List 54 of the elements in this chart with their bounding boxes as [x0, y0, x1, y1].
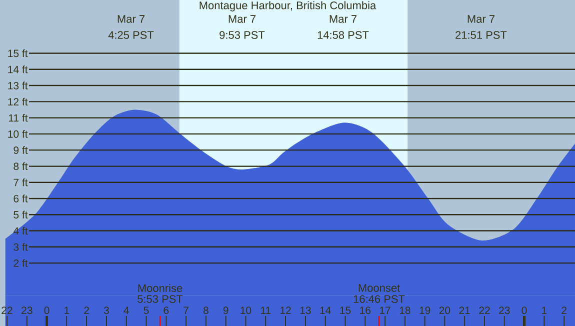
x-tick-label: 2 — [84, 306, 89, 314]
annotation: 16:46 PST — [354, 295, 405, 303]
x-tick-label: 15 — [340, 306, 351, 314]
x-tick-label: 23 — [22, 306, 32, 314]
x-tick-label: 8 — [203, 306, 208, 314]
y-tick-label: 8 ft — [14, 162, 28, 170]
annotation: Moonrise — [138, 284, 182, 292]
x-tick-label: 21 — [459, 306, 470, 314]
x-tick-label: 6 — [164, 306, 169, 314]
x-tick-label: 3 — [104, 306, 109, 314]
y-tick-label: 11 ft — [8, 114, 28, 122]
x-tick-label: 11 — [260, 306, 271, 314]
annotation: Mar 7 — [118, 15, 145, 23]
x-tick-label: 14 — [320, 306, 331, 314]
y-tick-label: 15 ft — [8, 49, 28, 58]
x-tick-label: 20 — [439, 306, 450, 314]
annotation: Mar 7 — [468, 15, 494, 23]
y-tick-label: 9 ft — [14, 146, 28, 154]
y-tick-label: 14 ft — [8, 66, 28, 74]
x-tick-label: 0 — [522, 306, 527, 314]
annotation: 5:53 PST — [138, 295, 183, 303]
x-tick-label: 16 — [360, 306, 370, 314]
x-tick-label: 18 — [400, 306, 410, 314]
x-tick-label: 17 — [380, 306, 390, 314]
annotation: 21:51 PST — [456, 31, 507, 39]
annotation: Mar 7 — [330, 15, 356, 23]
x-tick-label: 7 — [184, 306, 188, 314]
x-tick-label: 22 — [479, 306, 490, 314]
annotation: 14:58 PST — [318, 31, 369, 39]
y-tick-label: 10 ft — [8, 130, 28, 138]
y-tick-label: 2 ft — [14, 259, 28, 267]
chart-title: Montague Harbour, British Columbia — [200, 1, 376, 12]
x-tick-label: 19 — [420, 306, 430, 314]
y-tick-label: 5 ft — [14, 210, 28, 218]
annotation: 9:53 PST — [220, 31, 265, 39]
annotation: Mar 7 — [228, 15, 256, 23]
x-tick-label: 13 — [300, 306, 311, 314]
x-tick-label: 5 — [144, 306, 149, 314]
annotation: Moonset — [358, 284, 400, 292]
x-tick-label: 10 — [240, 306, 252, 314]
x-tick-label: 1 — [542, 306, 547, 314]
x-tick-label: 0 — [44, 306, 50, 314]
y-tick-label: 7 ft — [14, 178, 28, 186]
y-tick-label: 13 ft — [8, 82, 28, 90]
y-tick-label: 6 ft — [14, 194, 28, 202]
annotation: 4:25 PST — [108, 31, 154, 39]
x-tick-label: 12 — [280, 306, 291, 314]
x-tick-label: 23 — [499, 306, 510, 314]
y-tick-label: 12 ft — [8, 98, 28, 106]
x-tick-label: 4 — [124, 306, 129, 314]
x-tick-label: 1 — [64, 306, 70, 314]
x-tick-label: 9 — [223, 306, 228, 314]
x-tick-label: 2 — [562, 306, 566, 314]
y-tick-label: 3 ft — [14, 243, 28, 251]
